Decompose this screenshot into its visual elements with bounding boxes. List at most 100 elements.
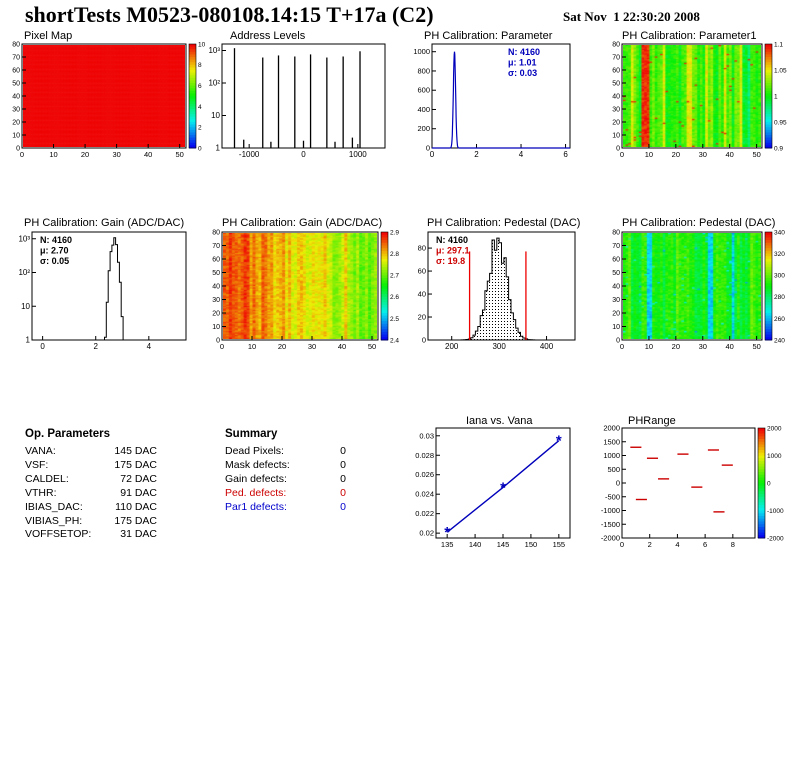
param-value: 175 DAC [114, 458, 157, 471]
svg-text:50: 50 [12, 81, 20, 88]
svg-text:40: 40 [726, 342, 734, 351]
svg-text:280: 280 [774, 294, 785, 301]
svg-text:30: 30 [699, 342, 707, 351]
svg-text:1: 1 [26, 336, 31, 345]
summary-label: Gain defects: [225, 472, 287, 485]
summary-label: Ped. defects: [225, 486, 287, 499]
svg-text:1500: 1500 [603, 437, 620, 446]
svg-text:70: 70 [612, 243, 620, 250]
ph-range-plot: 0 2 4 6 8 2000 1500 1000 500 0 -500 -1000 -1500 -2000… [601, 424, 784, 550]
chart-title-pedestal-hist: PH Calibration: Pedestal (DAC) [427, 217, 581, 229]
svg-text:4: 4 [147, 342, 152, 351]
param-value: 91 DAC [120, 486, 157, 499]
svg-text:0: 0 [616, 338, 620, 345]
svg-text:0: 0 [620, 342, 624, 351]
svg-text:0: 0 [620, 540, 624, 549]
svg-text:*: * [444, 524, 450, 541]
svg-text:40: 40 [612, 94, 620, 101]
param-value: 110 DAC [115, 500, 157, 513]
param-label: VOFFSETOP: [25, 528, 92, 541]
svg-text:0.02: 0.02 [419, 529, 434, 538]
svg-text:0: 0 [430, 150, 435, 159]
chart-title-gain-map: PH Calibration: Gain (ADC/DAC) [222, 217, 383, 229]
svg-text:10: 10 [612, 133, 620, 140]
svg-text:340: 340 [774, 229, 785, 236]
param-value: 145 DAC [114, 445, 157, 457]
svg-text:50: 50 [752, 150, 760, 159]
svg-text:40: 40 [726, 150, 734, 159]
svg-text:10³: 10³ [208, 46, 220, 55]
svg-text:40: 40 [418, 290, 426, 299]
svg-text:1.1: 1.1 [774, 41, 783, 48]
svg-text:N: 4160: N: 4160 [508, 47, 540, 57]
svg-text:60: 60 [12, 68, 20, 75]
svg-text:0: 0 [426, 144, 430, 153]
op-parameter-row: VIBIAS_PH: 175 DAC [25, 515, 157, 529]
op-parameter-row: CALDEL: 72 DAC [25, 473, 157, 487]
svg-text:20: 20 [278, 342, 286, 351]
svg-text:6: 6 [703, 540, 707, 549]
svg-text:-1500: -1500 [601, 520, 620, 529]
svg-text:10³: 10³ [18, 234, 30, 243]
svg-text:-1000: -1000 [239, 150, 260, 159]
svg-text:0: 0 [616, 146, 620, 153]
svg-text:40: 40 [12, 94, 20, 101]
svg-text:70: 70 [212, 243, 220, 250]
svg-text:20: 20 [612, 120, 620, 127]
svg-text:0: 0 [767, 480, 771, 487]
summary-label: Mask defects: [225, 458, 290, 471]
summary-label: Dead Pixels: [225, 445, 284, 457]
svg-text:30: 30 [612, 107, 620, 114]
svg-text:0.03: 0.03 [419, 431, 434, 440]
svg-text:0: 0 [301, 150, 306, 159]
svg-text:0: 0 [20, 150, 24, 159]
svg-text:2: 2 [474, 150, 479, 159]
svg-text:0: 0 [422, 336, 426, 345]
svg-text:8: 8 [731, 540, 735, 549]
svg-text:20: 20 [612, 311, 620, 318]
svg-text:145: 145 [497, 540, 510, 549]
chart-title-pedestal-map: PH Calibration: Pedestal (DAC) [622, 217, 776, 229]
svg-text:80: 80 [212, 230, 220, 237]
svg-text:50: 50 [612, 81, 620, 88]
svg-text:μ: 297.1: μ: 297.1 [436, 246, 470, 256]
svg-text:0.95: 0.95 [774, 119, 787, 126]
svg-text:2.8: 2.8 [390, 251, 399, 258]
svg-text:10: 10 [612, 324, 620, 331]
page-title: shortTests M0523-080108.14:15 T+17a (C2) [25, 2, 434, 27]
svg-text:20: 20 [81, 150, 89, 159]
svg-text:20: 20 [12, 120, 20, 127]
svg-text:10²: 10² [208, 79, 220, 88]
op-parameter-row: VSF: 175 DAC [25, 459, 157, 473]
param-value: 72 DAC [120, 472, 157, 485]
svg-text:400: 400 [417, 105, 430, 114]
svg-text:600: 600 [417, 86, 430, 95]
svg-text:50: 50 [368, 342, 376, 351]
op-parameters-block: Op. Parameters VANA: 145 DAC VSF: 175 DAC … [25, 428, 157, 542]
svg-text:2: 2 [93, 342, 98, 351]
svg-text:4: 4 [198, 104, 202, 111]
svg-text:200: 200 [417, 124, 430, 133]
svg-text:σ: 0.03: σ: 0.03 [508, 68, 537, 78]
svg-text:70: 70 [12, 55, 20, 62]
svg-text:240: 240 [774, 337, 785, 344]
chart-title-ph-range: PHRange [628, 415, 676, 427]
svg-text:800: 800 [417, 66, 430, 75]
svg-text:80: 80 [12, 42, 20, 49]
svg-text:0: 0 [40, 342, 45, 351]
svg-text:1000: 1000 [349, 150, 367, 159]
svg-text:60: 60 [612, 68, 620, 75]
svg-text:-500: -500 [605, 492, 620, 501]
svg-text:2.6: 2.6 [390, 294, 399, 301]
svg-text:2.4: 2.4 [390, 337, 399, 344]
svg-text:60: 60 [612, 257, 620, 264]
svg-text:2.7: 2.7 [390, 273, 399, 280]
svg-text:0.026: 0.026 [415, 470, 434, 479]
svg-text:0: 0 [220, 342, 224, 351]
svg-text:0.028: 0.028 [415, 451, 434, 460]
iana-vana-plot: 135 140 145 150 155 0.02 0.022 0.024 0.026 0.028 0… [415, 427, 571, 549]
summary-value: 0 [340, 486, 346, 499]
svg-text:40: 40 [612, 284, 620, 291]
